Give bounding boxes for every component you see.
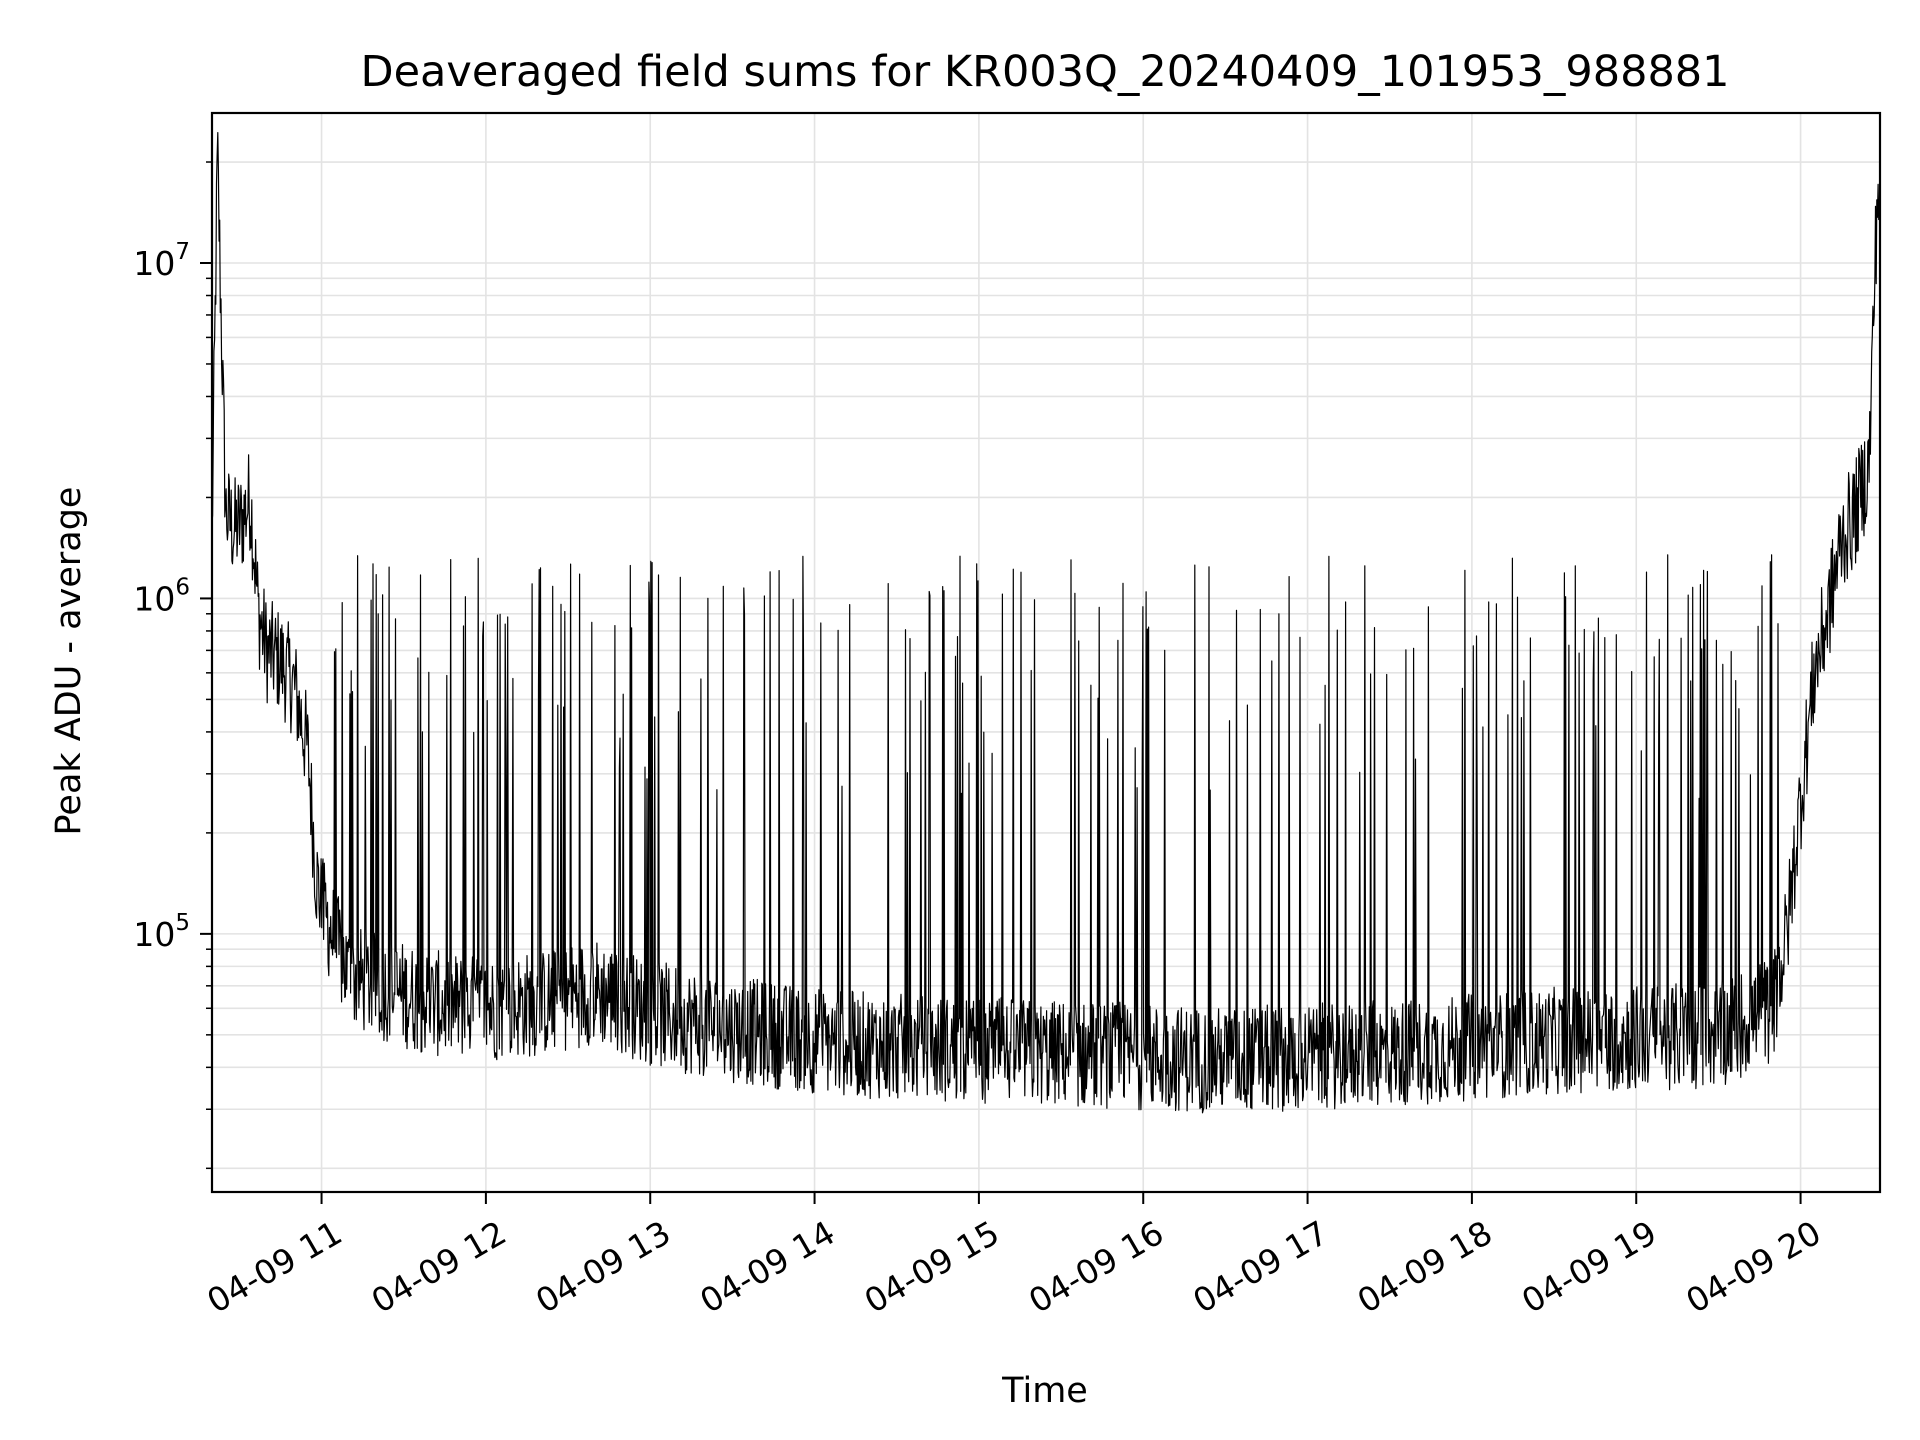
y-axis-label: Peak ADU - average	[49, 487, 89, 836]
axis-ticks: 04-09 11 04-09 12 04-09 13 04-09 14 04-09 15…	[133, 161, 1827, 1321]
x-axis-label: Time	[1001, 1371, 1088, 1411]
x-tick-label: 04-09 20	[1679, 1213, 1827, 1321]
y-tick-exponent: 5	[175, 910, 190, 936]
y-tick-exponent: 7	[175, 239, 190, 265]
y-tick-label: 107	[133, 239, 190, 283]
y-tick-label: 106	[133, 574, 190, 618]
x-tick-label: 04-09 15	[858, 1213, 1006, 1321]
y-tick-base: 10	[133, 244, 175, 283]
x-tick-label: 04-09 17	[1186, 1213, 1334, 1321]
x-tick-label: 04-09 19	[1515, 1213, 1663, 1321]
x-tick-label: 04-09 13	[529, 1213, 677, 1321]
chart-title: Deaveraged field sums for KR003Q_2024040…	[360, 47, 1729, 97]
y-tick-base: 10	[133, 579, 175, 618]
x-tick-label: 04-09 14	[693, 1213, 841, 1321]
y-tick-exponent: 6	[175, 574, 190, 600]
x-tick-label: 04-09 18	[1351, 1213, 1499, 1321]
x-tick-label: 04-09 16	[1022, 1213, 1170, 1321]
series-layer	[211, 132, 1881, 1114]
y-tick-label: 105	[133, 910, 190, 954]
series-line	[211, 132, 1881, 1114]
y-tick-base: 10	[133, 915, 175, 954]
x-tick-label: 04-09 11	[200, 1213, 348, 1321]
plot-frame	[210, 111, 1882, 1194]
x-tick-label: 04-09 12	[365, 1213, 513, 1321]
